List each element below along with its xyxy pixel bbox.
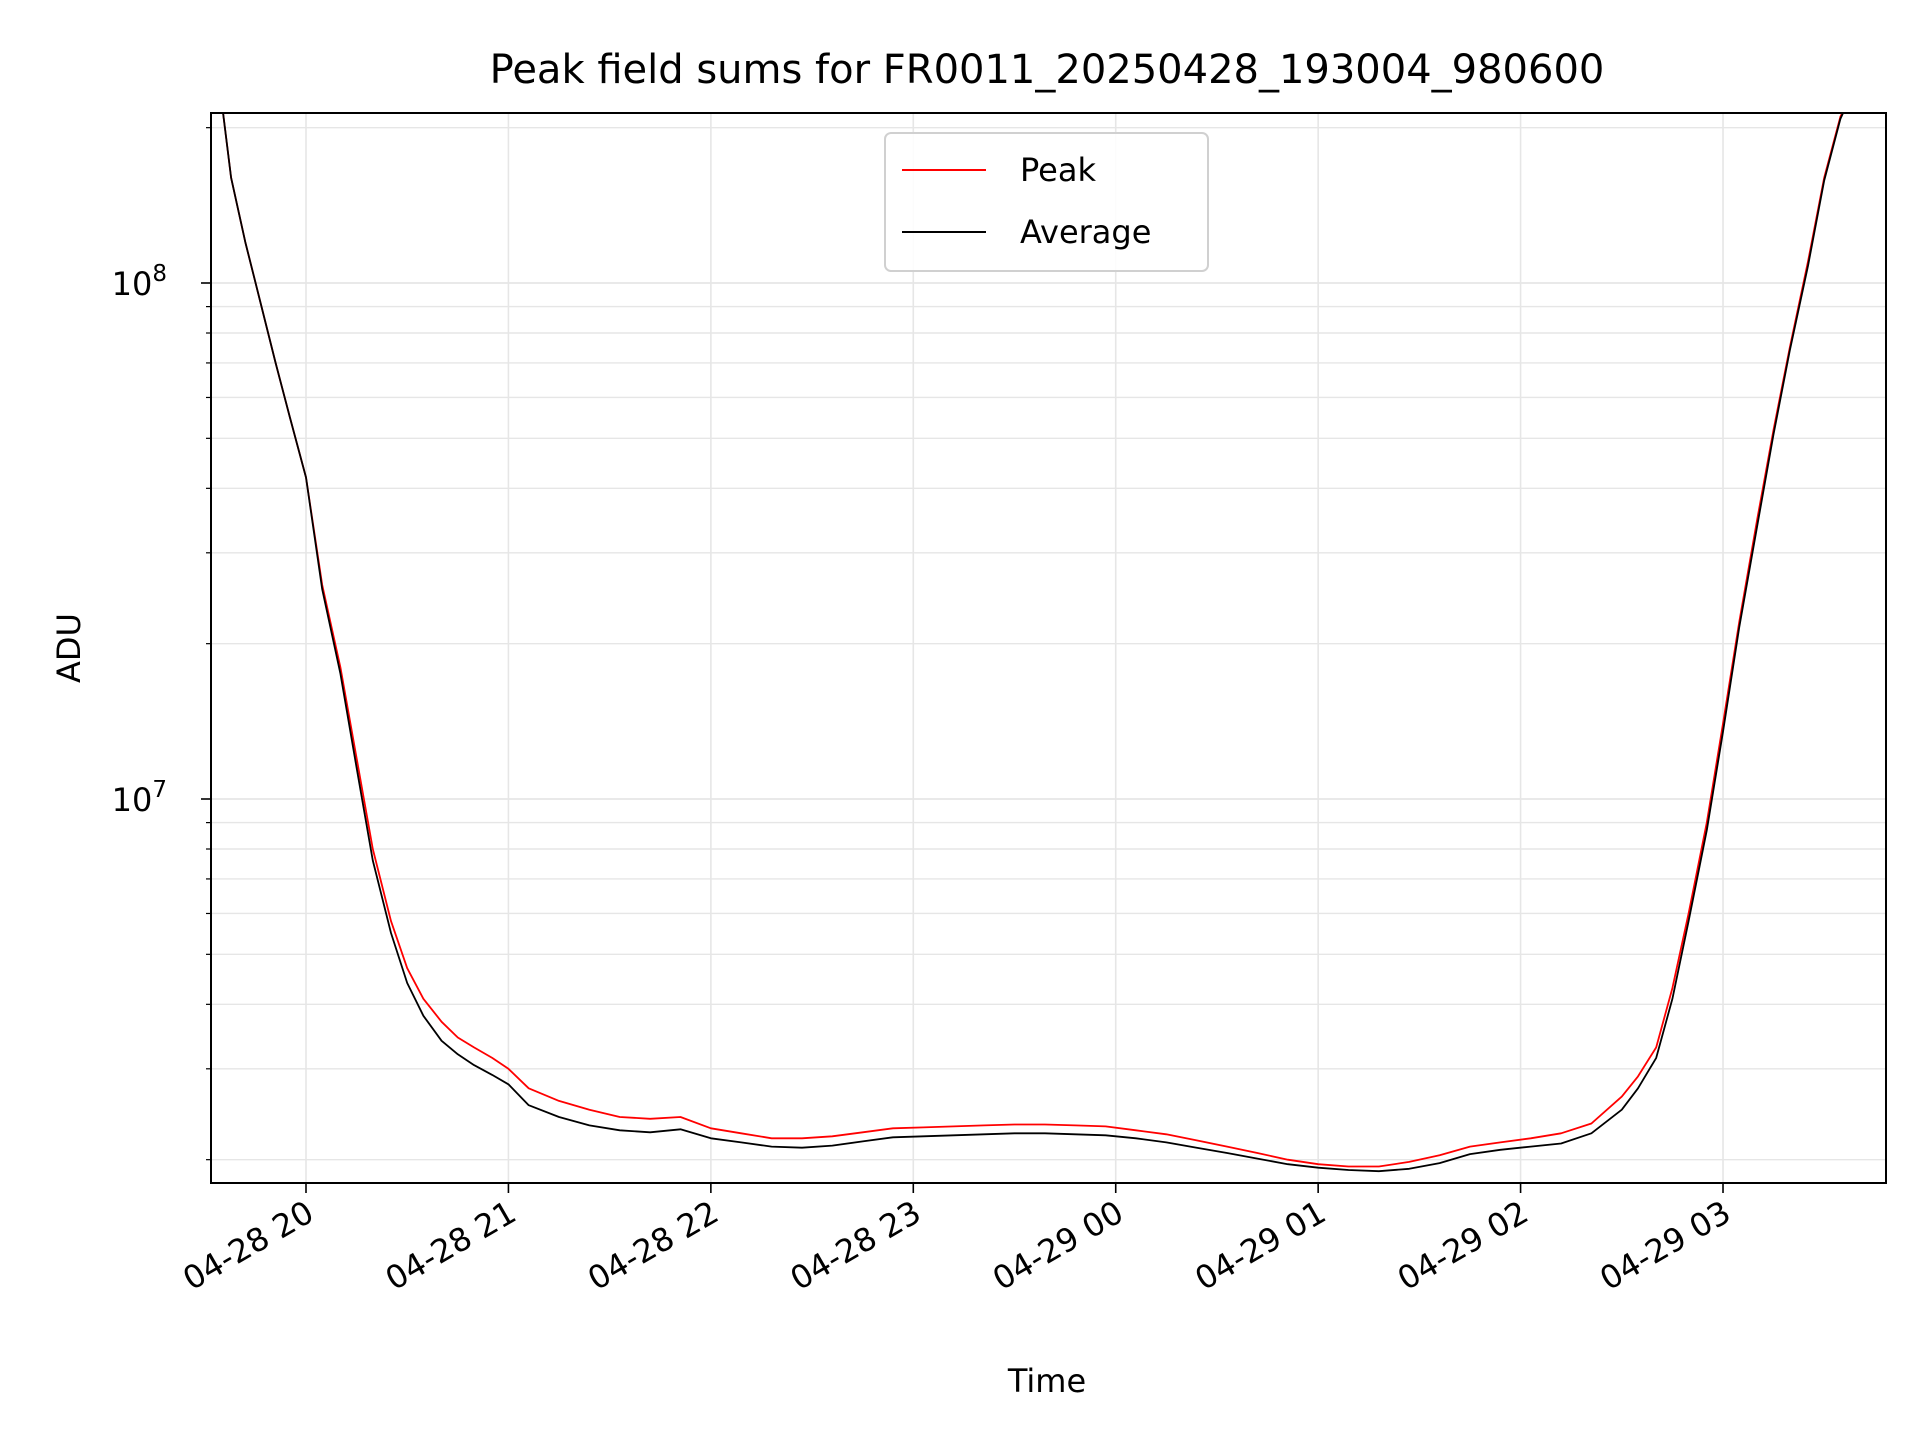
chart-title: Peak field sums for FR0011_20250428_1930… <box>490 47 1605 93</box>
x-axis-label: Time <box>1007 1362 1086 1400</box>
legend: Peak Average <box>884 132 1209 272</box>
series-line-average <box>222 113 1845 1173</box>
x-tick-label-0: 04-28 20 <box>176 1193 320 1298</box>
x-tick-label-1: 04-28 21 <box>379 1193 523 1298</box>
legend-label-average: Average <box>1020 213 1151 251</box>
x-tick-label-4: 04-29 00 <box>986 1193 1130 1298</box>
plot-area-frame <box>210 112 1887 1184</box>
legend-label-peak: Peak <box>1020 151 1096 189</box>
y-tick-label-1: 108 <box>112 261 167 303</box>
series-line-peak <box>222 113 1844 1168</box>
x-axis-ticks: 04-28 20 04-28 21 04-28 22 04-28 23 04-29 00… <box>176 1183 1737 1298</box>
x-tick-label-3: 04-28 23 <box>784 1193 928 1298</box>
x-tick-label-2: 04-28 22 <box>581 1193 725 1298</box>
x-tick-label-7: 04-29 03 <box>1593 1193 1737 1298</box>
y-tick-label-0: 107 <box>112 777 167 819</box>
y-axis-label: ADU <box>50 613 88 683</box>
grid <box>211 113 1886 1183</box>
plot-series <box>222 113 1845 1173</box>
x-tick-label-5: 04-29 01 <box>1189 1193 1333 1298</box>
x-tick-label-6: 04-29 02 <box>1391 1193 1535 1298</box>
y-axis-ticks: 107 108 <box>112 127 211 1161</box>
legend-box <box>884 132 1209 272</box>
